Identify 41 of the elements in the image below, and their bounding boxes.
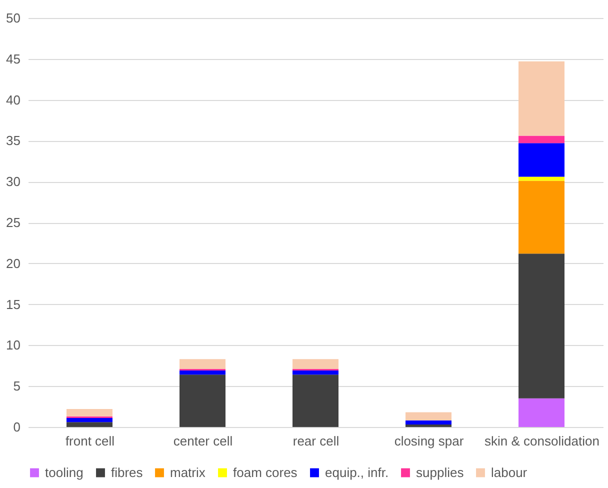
legend-label: fibres (111, 464, 144, 480)
bar (406, 412, 452, 420)
legend-label: labour (491, 464, 528, 480)
y-tick-label: 30 (6, 174, 20, 190)
y-tick-label: 35 (6, 133, 20, 148)
y-tick-label: 45 (6, 51, 20, 66)
bar (406, 420, 452, 425)
bar (518, 180, 564, 254)
x-tick-label: center cell (173, 434, 233, 448)
y-tick-label: 40 (6, 92, 20, 108)
bar (66, 422, 112, 427)
bar (292, 370, 338, 375)
bar (518, 136, 564, 144)
bar (66, 409, 112, 416)
legend-label: matrix (170, 464, 206, 480)
bar (518, 143, 564, 177)
bar (180, 374, 226, 427)
bar (518, 176, 564, 181)
bar (518, 398, 564, 427)
legend-label: supplies (416, 464, 464, 480)
y-tick-label: 5 (13, 378, 20, 394)
bar (180, 370, 226, 375)
x-tick-label: skin & consolidation (484, 434, 600, 448)
y-tick-label: 15 (6, 296, 20, 312)
bar (180, 359, 226, 369)
y-tick-label: 25 (6, 215, 20, 230)
y-tick-label: 50 (6, 10, 20, 26)
bar (518, 254, 564, 398)
x-tick-label: rear cell (292, 434, 340, 448)
y-tick-label: 0 (13, 420, 20, 434)
bar (292, 359, 338, 369)
legend-label: foam cores (233, 464, 298, 480)
legend-label: equip., infr. (325, 464, 389, 480)
bar (518, 61, 564, 136)
legend-label: tooling (45, 464, 84, 480)
x-tick-label: front cell (65, 434, 115, 448)
bar (66, 418, 112, 422)
y-tick-label: 20 (6, 256, 20, 271)
y-tick-label: 10 (6, 338, 20, 353)
x-tick-label: closing spar (394, 434, 464, 448)
bar (292, 374, 338, 427)
